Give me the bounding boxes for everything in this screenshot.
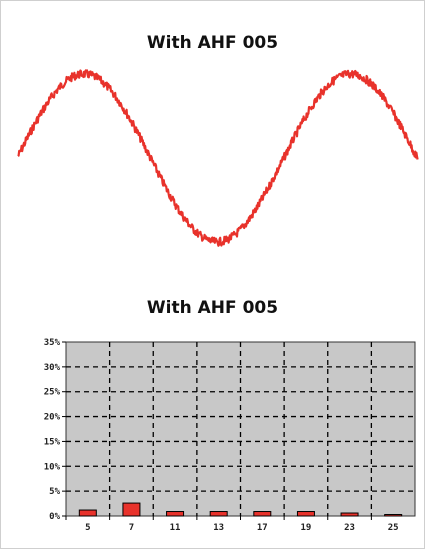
y-tick-label: 35% (44, 338, 61, 348)
bar-h7 (122, 502, 141, 517)
waveform-title: With AHF 005 (146, 33, 279, 53)
x-tick-label: 7 (129, 523, 134, 533)
bar-h25 (384, 514, 403, 517)
bar-h13 (209, 511, 228, 517)
x-tick-label: 13 (213, 523, 224, 533)
bar-h17 (253, 511, 272, 517)
y-tick-label: 5% (49, 487, 60, 497)
y-tick-label: 10% (44, 462, 61, 472)
bar-h5 (78, 509, 97, 517)
y-tick-label: 0% (49, 512, 60, 522)
y-tick-label: 25% (44, 388, 61, 398)
bar-h11 (166, 511, 185, 517)
x-tick-label: 23 (344, 523, 355, 533)
bar-h19 (296, 511, 315, 517)
x-tick-label: 5 (85, 523, 90, 533)
bar-h23 (340, 512, 359, 517)
y-tick-label: 30% (44, 363, 61, 373)
x-tick-label: 25 (388, 523, 399, 533)
x-tick-label: 11 (170, 523, 181, 533)
x-tick-label: 17 (257, 523, 268, 533)
y-tick-label: 15% (44, 437, 61, 447)
x-tick-label: 19 (301, 523, 312, 533)
harmonics-chart-title: With AHF 005 (146, 298, 279, 318)
y-tick-label: 20% (44, 413, 61, 423)
waveform-line (17, 69, 419, 247)
